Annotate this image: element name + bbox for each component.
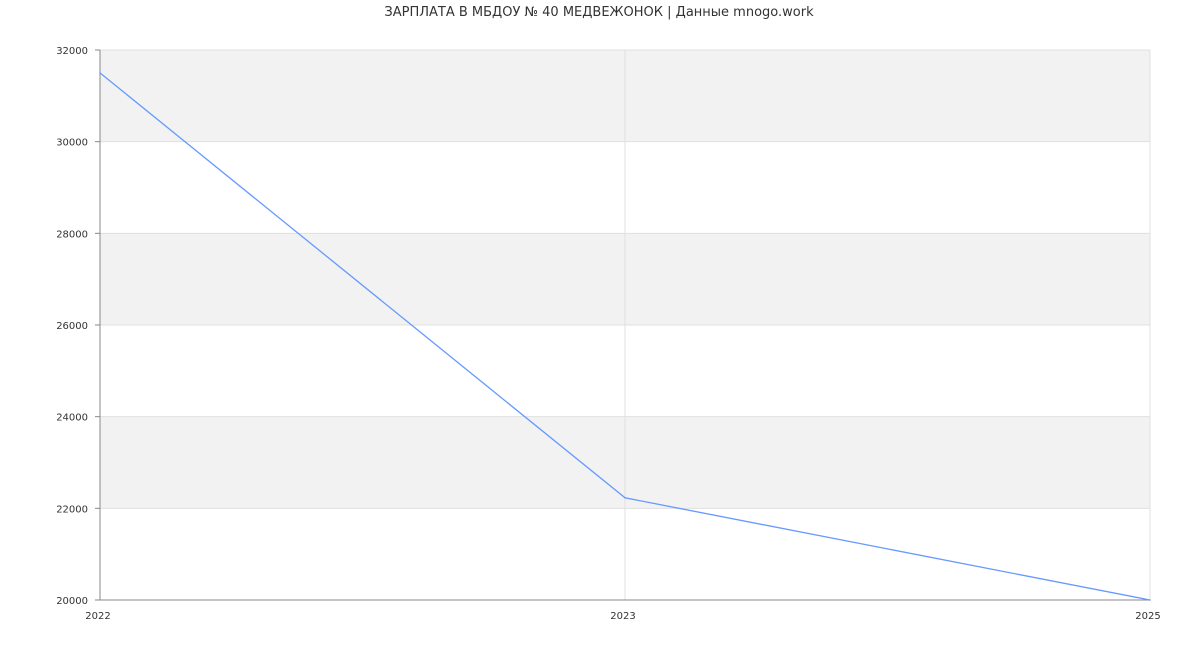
data-point bbox=[99, 72, 101, 74]
y-tick-label: 28000 bbox=[56, 229, 88, 240]
y-tick-label: 32000 bbox=[56, 46, 88, 57]
x-tick-label: 2025 bbox=[1135, 611, 1160, 622]
y-tick-label: 30000 bbox=[56, 138, 88, 149]
x-tick-label: 2023 bbox=[610, 611, 635, 622]
chart-title: ЗАРПЛАТА В МБДОУ № 40 МЕДВЕЖОНОК | Данны… bbox=[384, 5, 814, 20]
y-tick-label: 22000 bbox=[56, 504, 88, 515]
y-tick-label: 20000 bbox=[56, 596, 88, 607]
y-tick-label: 26000 bbox=[56, 321, 88, 332]
y-tick-label: 24000 bbox=[56, 413, 88, 424]
x-tick-label: 2022 bbox=[85, 611, 110, 622]
data-point bbox=[624, 496, 626, 499]
data-point bbox=[1149, 599, 1151, 601]
